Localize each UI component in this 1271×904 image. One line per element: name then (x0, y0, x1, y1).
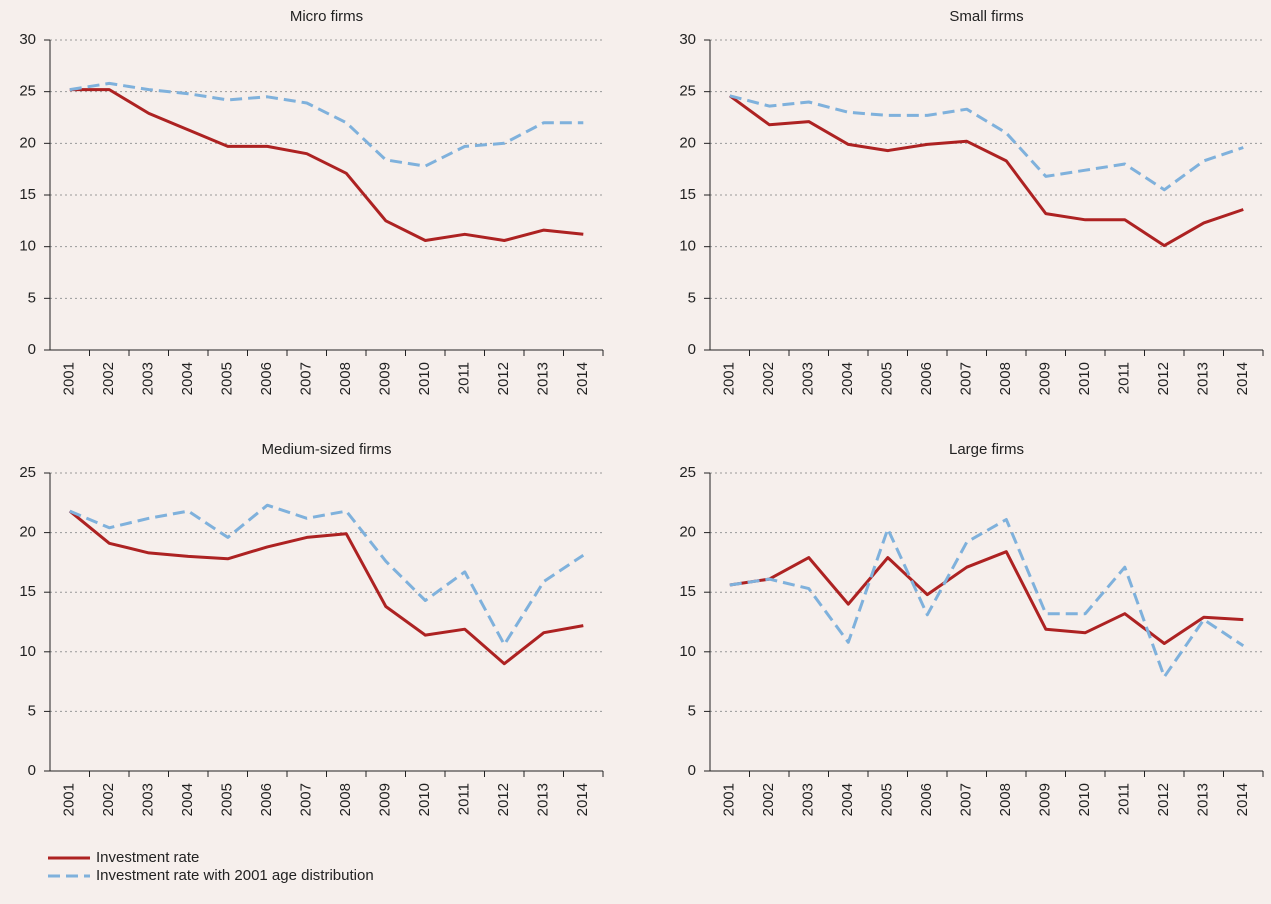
x-tick-label: 2014 (574, 783, 591, 816)
x-tick-label: 2004 (179, 783, 196, 816)
series-line (729, 518, 1245, 679)
y-tick-label: 20 (19, 524, 36, 541)
chart-title: Medium-sized firms (261, 441, 391, 458)
x-tick-label: 2007 (298, 783, 315, 816)
x-tick-label: 2001 (61, 783, 78, 816)
y-tick-label: 15 (19, 186, 36, 203)
y-tick-label: 5 (28, 702, 36, 719)
series-line (69, 503, 585, 647)
x-tick-label: 2010 (1076, 783, 1093, 816)
y-tick-label: 15 (19, 583, 36, 600)
x-tick-label: 2003 (800, 783, 817, 816)
x-tick-label: 2002 (760, 783, 777, 816)
x-tick-label: 2010 (1076, 362, 1093, 395)
x-tick-label: 2008 (337, 362, 354, 395)
y-tick-label: 5 (28, 289, 36, 306)
legend-label: Investment rate with 2001 age distributi… (96, 867, 374, 884)
x-tick-label: 2008 (997, 783, 1014, 816)
x-tick-label: 2004 (839, 362, 856, 395)
x-tick-label: 2009 (1037, 783, 1054, 816)
chart-title: Large firms (949, 441, 1024, 458)
y-tick-label: 10 (679, 238, 696, 255)
x-tick-label: 2012 (495, 783, 512, 816)
x-tick-label: 2006 (258, 362, 275, 395)
x-tick-label: 2003 (800, 362, 817, 395)
series-line (728, 94, 1244, 248)
y-tick-label: 15 (679, 583, 696, 600)
y-tick-label: 30 (19, 31, 36, 48)
x-tick-label: 2010 (416, 783, 433, 816)
x-tick-label: 2005 (879, 362, 896, 395)
x-tick-label: 2011 (456, 783, 473, 815)
x-tick-label: 2006 (918, 783, 935, 816)
x-tick-label: 2013 (1195, 362, 1212, 395)
x-tick-label: 2012 (1155, 783, 1172, 816)
x-tick-label: 2010 (416, 362, 433, 395)
y-tick-label: 20 (19, 134, 36, 151)
x-tick-label: 2014 (574, 362, 591, 395)
x-tick-label: 2003 (140, 362, 157, 395)
x-tick-label: 2002 (100, 783, 117, 816)
x-tick-label: 2007 (298, 362, 315, 395)
legend-label: Investment rate (96, 849, 199, 866)
x-tick-label: 2009 (377, 362, 394, 395)
y-tick-label: 20 (679, 134, 696, 151)
x-tick-label: 2006 (258, 783, 275, 816)
y-tick-label: 0 (688, 341, 696, 358)
series-line (729, 94, 1244, 192)
series-line (729, 550, 1244, 645)
y-tick-label: 25 (679, 83, 696, 100)
y-tick-label: 0 (688, 762, 696, 779)
y-tick-label: 10 (19, 238, 36, 255)
x-tick-label: 2014 (1234, 783, 1251, 816)
x-tick-label: 2009 (377, 783, 394, 816)
y-tick-label: 0 (28, 341, 36, 358)
y-tick-label: 5 (688, 289, 696, 306)
y-tick-label: 0 (28, 762, 36, 779)
series-line (69, 88, 584, 242)
x-tick-label: 2011 (1116, 783, 1133, 815)
chart-title: Micro firms (290, 8, 363, 25)
x-tick-label: 2005 (219, 783, 236, 816)
x-tick-label: 2008 (997, 362, 1014, 395)
y-tick-label: 20 (679, 524, 696, 541)
series-line (69, 81, 584, 168)
x-tick-label: 2005 (219, 362, 236, 395)
x-tick-label: 2002 (100, 362, 117, 395)
x-tick-label: 2007 (958, 783, 975, 816)
x-tick-label: 2001 (61, 362, 78, 395)
y-tick-label: 25 (679, 464, 696, 481)
x-tick-label: 2013 (1195, 783, 1212, 816)
y-tick-label: 10 (679, 643, 696, 660)
x-tick-label: 2002 (760, 362, 777, 395)
x-tick-label: 2012 (1155, 362, 1172, 395)
y-tick-label: 30 (679, 31, 696, 48)
x-tick-label: 2013 (535, 362, 552, 395)
x-tick-label: 2001 (721, 783, 738, 816)
x-tick-label: 2009 (1037, 362, 1054, 395)
x-tick-label: 2004 (839, 783, 856, 816)
y-tick-label: 25 (19, 83, 36, 100)
x-tick-label: 2006 (918, 362, 935, 395)
series-line (68, 509, 584, 666)
y-tick-label: 10 (19, 643, 36, 660)
x-tick-label: 2014 (1234, 362, 1251, 395)
x-tick-label: 2003 (140, 783, 157, 816)
x-tick-label: 2001 (721, 362, 738, 395)
x-tick-label: 2008 (337, 783, 354, 816)
y-tick-label: 15 (679, 186, 696, 203)
x-tick-label: 2007 (958, 362, 975, 395)
x-tick-label: 2011 (456, 362, 473, 394)
x-tick-label: 2012 (495, 362, 512, 395)
chart-title: Small firms (949, 8, 1023, 25)
x-tick-label: 2004 (179, 362, 196, 395)
y-tick-label: 5 (688, 702, 696, 719)
y-tick-label: 25 (19, 464, 36, 481)
x-tick-label: 2005 (879, 783, 896, 816)
x-tick-label: 2011 (1116, 362, 1133, 394)
x-tick-label: 2013 (535, 783, 552, 816)
